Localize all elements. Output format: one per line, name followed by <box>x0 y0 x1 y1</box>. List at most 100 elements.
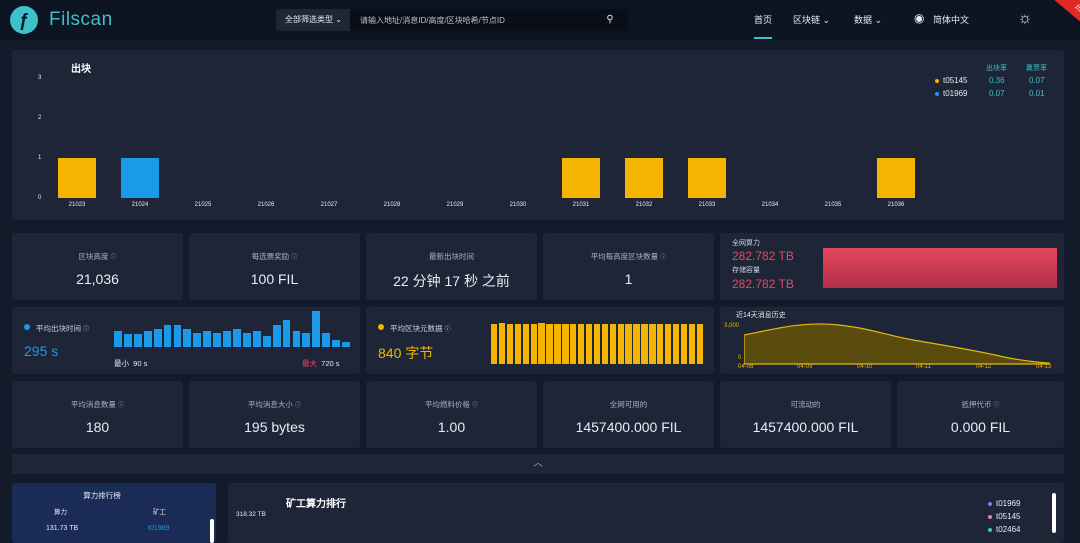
message-history-card: 近14天消息历史 3,000 0 04-08 04-09 04-10 04-11… <box>720 307 1064 374</box>
card-label: 区块高度 <box>78 252 109 261</box>
mini-bar <box>680 323 688 364</box>
legend-item-t01969[interactable]: t01969 <box>935 89 967 98</box>
mini-bar <box>570 323 577 364</box>
search-filter-label: 全部筛选类型 <box>285 15 333 24</box>
miner-power-panel: 矿工算力排行 318.32 TB t01969 t05145 t02464 <box>228 483 1064 543</box>
power-legend-item[interactable]: t05145 <box>988 512 1020 521</box>
mini-bar <box>641 324 648 364</box>
mini-bar <box>213 332 222 347</box>
stat-card-avg-message-size: 平均消息大小 ⓘ 195 bytes <box>189 381 360 448</box>
nav-home[interactable]: 首页 <box>754 13 773 39</box>
mini-bar <box>173 325 182 347</box>
filscan-logo-icon[interactable]: ƒ <box>10 6 38 34</box>
legend-rate: 0.36 <box>989 76 1005 85</box>
ranking-power-cell: 131.73 TB <box>46 525 79 532</box>
network-ribbon: Interop Net <box>1030 0 1080 48</box>
history-x-tick: 04-09 <box>797 364 813 370</box>
card-label: 平均消息数量 <box>70 400 116 409</box>
mini-bar <box>506 323 514 364</box>
block-bar-21023[interactable] <box>58 158 96 198</box>
ranking-header-miner: 矿工 <box>153 509 166 516</box>
series-dot <box>378 324 384 330</box>
power-legend-item[interactable]: t02464 <box>988 525 1020 534</box>
info-icon[interactable]: ⓘ <box>472 403 479 409</box>
mini-bar <box>546 323 553 364</box>
history-y-tick: 3,000 <box>724 323 740 329</box>
ranking-scrollbar[interactable] <box>210 519 214 543</box>
mini-bar <box>233 329 241 347</box>
mini-bar <box>530 323 537 364</box>
search-filter-dropdown[interactable]: 全部筛选类型 ⌄ <box>276 9 350 31</box>
mini-bar <box>562 324 569 364</box>
info-icon[interactable]: ⓘ <box>118 403 125 409</box>
storage-value: 282.782 TB <box>732 277 794 291</box>
card-label: 平均消息大小 <box>247 400 293 409</box>
capacity-area-chart <box>823 248 1057 288</box>
mini-bar <box>593 323 601 364</box>
mini-bar <box>609 324 617 364</box>
stat-card-available-fil: 全网可用的 1457400.000 FIL <box>543 381 714 448</box>
network-ribbon-label: Interop Net <box>1043 0 1080 48</box>
nav-blockchain[interactable]: 区块链 ⌄ <box>793 15 831 25</box>
x-tick-label: 21035 <box>824 202 842 208</box>
app-name[interactable]: Filscan <box>49 9 113 30</box>
block-bar-21032[interactable] <box>625 158 663 198</box>
block-bar-21036[interactable] <box>877 158 915 198</box>
storage-label: 存储容量 <box>732 267 760 274</box>
info-icon[interactable]: ⓘ <box>993 403 1000 409</box>
stat-value: 295 s <box>24 343 59 359</box>
mini-bar <box>577 323 585 364</box>
legend-dot <box>935 78 939 83</box>
mini-bar <box>153 329 162 347</box>
sun-icon[interactable]: ☼ <box>1017 10 1033 27</box>
mini-bar <box>252 330 261 347</box>
info-icon[interactable]: ⓘ <box>295 403 302 409</box>
info-icon[interactable]: ⓘ <box>660 255 667 261</box>
card-value: 1457400.000 FIL <box>575 419 682 435</box>
legend-item-t05145[interactable]: t05145 <box>935 76 967 85</box>
card-value: 0.000 FIL <box>950 419 1011 435</box>
mini-bar <box>143 330 152 347</box>
x-tick-label: 21025 <box>194 202 212 208</box>
mini-bar <box>183 329 192 347</box>
card-value: 100 FIL <box>250 271 299 287</box>
mini-bar <box>538 323 545 364</box>
x-tick-label: 21031 <box>572 202 590 208</box>
mini-bar <box>114 330 122 347</box>
mini-bar <box>514 324 522 364</box>
legend-miner: t05145 <box>943 76 968 85</box>
x-tick-label: 21028 <box>383 202 401 208</box>
mini-bar <box>625 323 632 364</box>
block-bar-21024[interactable] <box>121 158 159 198</box>
power-ranking-panel: 算力排行榜 算力 矿工 131.73 TB t01969 <box>12 483 216 543</box>
mini-bar <box>322 332 331 347</box>
language-selector[interactable]: 简体中文 <box>933 15 970 25</box>
legend-header-win: 赢票率 <box>1026 65 1047 72</box>
globe-icon: ◉ <box>914 11 925 25</box>
mini-bar <box>203 330 212 347</box>
info-icon[interactable]: ⓘ <box>291 255 298 261</box>
power-legend-item[interactable]: t01969 <box>988 499 1020 508</box>
max-value: 720 s <box>321 359 340 368</box>
info-icon[interactable]: ⓘ <box>83 327 90 333</box>
info-icon[interactable]: ⓘ <box>110 255 117 261</box>
mini-bar <box>272 325 281 347</box>
mini-bar <box>491 324 498 364</box>
mini-bar <box>585 324 593 364</box>
x-tick-label: 21023 <box>68 202 86 208</box>
series-dot <box>24 324 30 330</box>
nav-data[interactable]: 数据 ⌄ <box>854 15 883 25</box>
miner-power-scrollbar[interactable] <box>1052 493 1056 533</box>
x-tick-label: 21032 <box>635 202 653 208</box>
search-icon[interactable]: ⚲ <box>606 14 614 25</box>
mini-bar <box>193 332 202 347</box>
stat-title: 平均区块元数据 <box>390 324 443 333</box>
collapse-toggle[interactable]: ︿ <box>12 454 1064 474</box>
blocks-chart-title: 出块 <box>71 64 91 75</box>
ranking-miner-link[interactable]: t01969 <box>148 525 170 532</box>
search-input[interactable] <box>356 9 592 31</box>
block-bar-21033[interactable] <box>688 158 726 198</box>
block-bar-21031[interactable] <box>562 158 600 198</box>
stat-title: 平均出块时间 <box>36 324 81 333</box>
info-icon[interactable]: ⓘ <box>444 327 451 333</box>
